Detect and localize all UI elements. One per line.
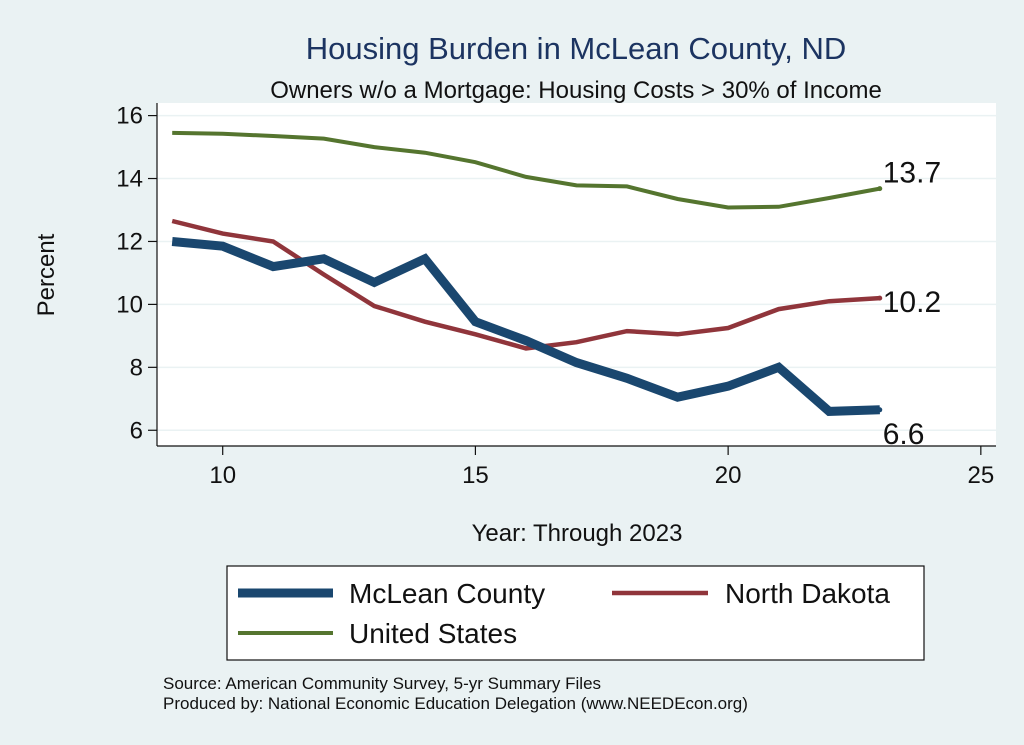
y-axis-label: Percent	[33, 233, 60, 316]
y-tick-label: 10	[116, 291, 143, 318]
plot-area	[157, 103, 996, 446]
y-tick-label: 16	[116, 103, 143, 130]
end-value-label: 10.2	[883, 286, 941, 319]
series-line-north-dakota	[171, 218, 880, 351]
x-tick-label: 10	[209, 462, 236, 489]
y-tick-label: 12	[116, 228, 143, 255]
axis-ticks: 6 8 10 12 14 16 10 15 20 25	[116, 103, 994, 489]
legend-label: United States	[349, 618, 517, 649]
produced-by-note: Produced by: National Economic Education…	[163, 694, 748, 713]
legend-label: North Dakota	[725, 578, 890, 609]
x-axis-label: Year: Through 2023	[472, 520, 683, 547]
y-tick-label: 8	[130, 354, 143, 381]
legend	[226, 565, 925, 661]
series-lines	[171, 130, 881, 416]
end-point-marker	[877, 295, 883, 301]
chart-title: Housing Burden in McLean County, ND	[306, 31, 847, 66]
chart-subtitle: Owners w/o a Mortgage: Housing Costs > 3…	[270, 77, 882, 104]
end-point-marker	[877, 186, 883, 192]
source-note: Source: American Community Survey, 5-yr …	[163, 674, 601, 693]
grid	[157, 114, 996, 432]
end-value-label: 13.7	[883, 157, 941, 190]
end-labels: 13.7 10.2 6.6	[877, 157, 941, 451]
end-point-marker	[877, 407, 883, 413]
legend-label: McLean County	[349, 578, 545, 609]
x-tick-label: 20	[715, 462, 742, 489]
end-value-label: 6.6	[883, 418, 925, 451]
x-tick-label: 25	[967, 462, 994, 489]
x-tick-label: 15	[462, 462, 489, 489]
y-tick-label: 6	[130, 417, 143, 444]
y-tick-label: 14	[116, 166, 143, 193]
series-line-mclean-county	[171, 237, 880, 416]
legend-items: McLean County North Dakota United States	[238, 578, 890, 649]
series-line-united-states	[172, 130, 881, 210]
